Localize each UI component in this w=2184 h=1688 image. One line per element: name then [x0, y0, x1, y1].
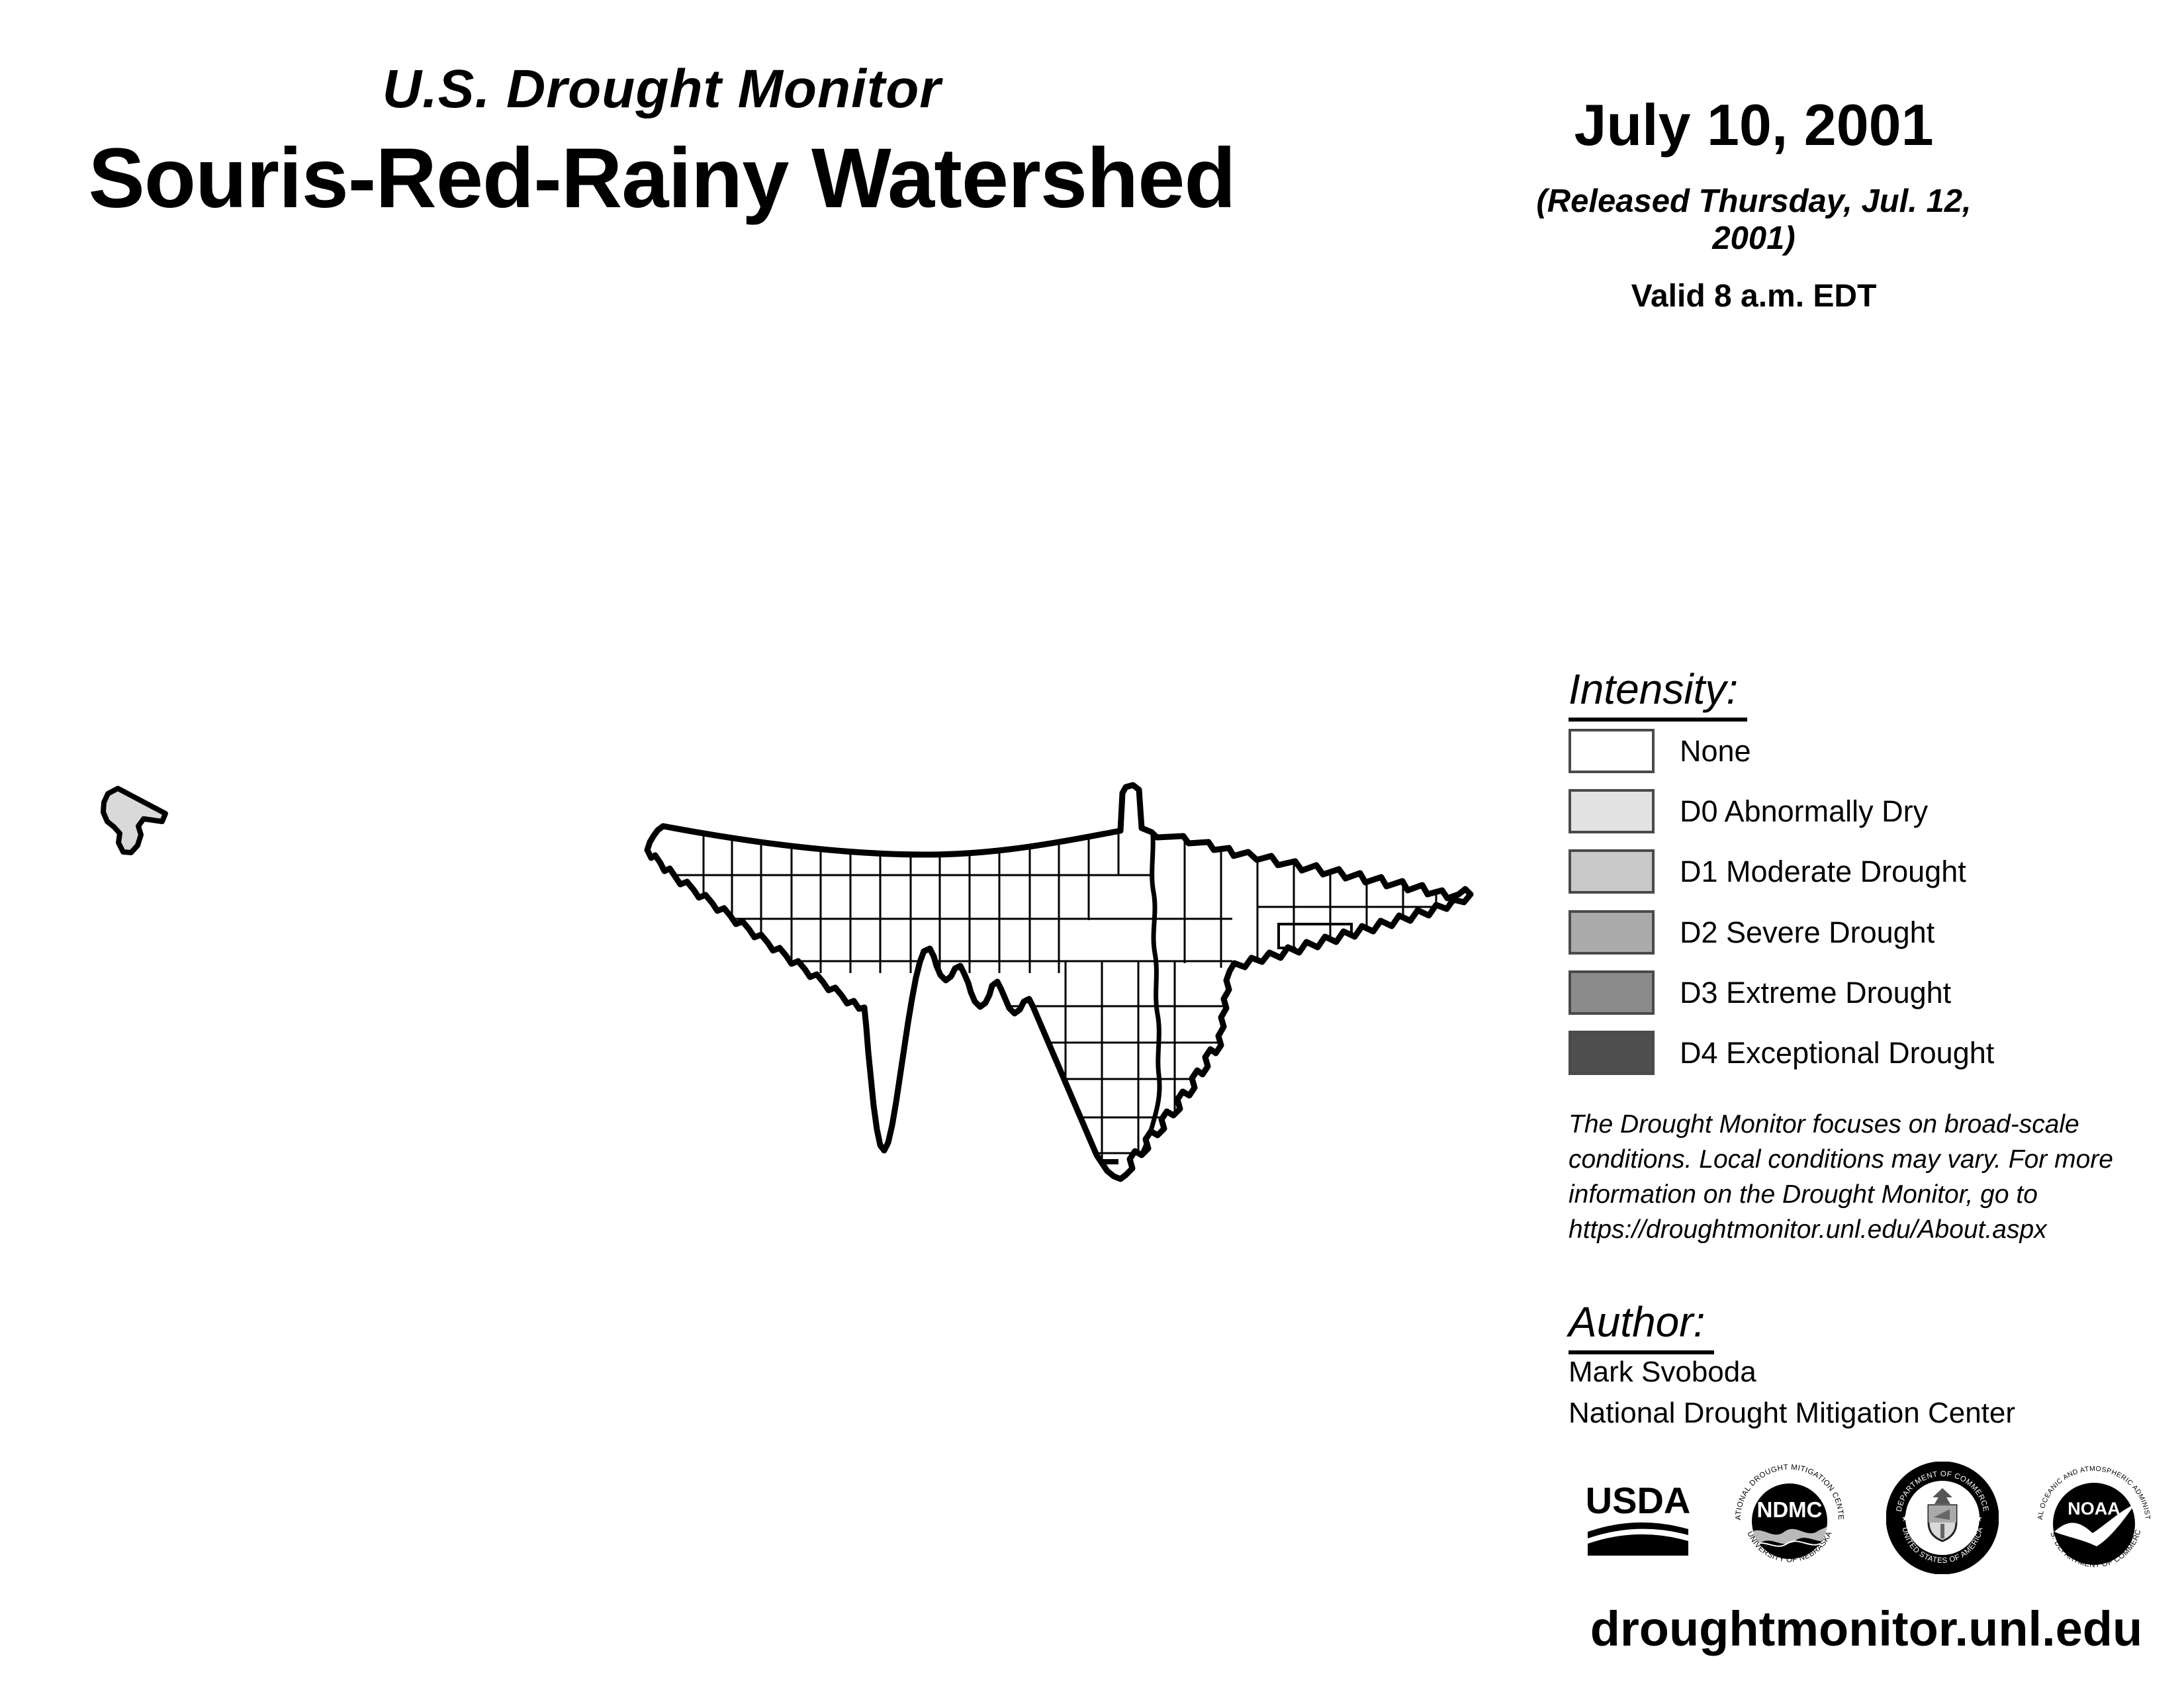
ndmc-wordmark: NDMC: [1757, 1497, 1823, 1522]
legend-label: D0 Abnormally Dry: [1680, 794, 1929, 828]
legend-row: D4 Exceptional Drought: [1569, 1031, 1994, 1075]
legend-row: None: [1569, 729, 1751, 773]
site-url: droughtmonitor.unl.edu: [1590, 1601, 2143, 1656]
disclaimer-text: The Drought Monitor focuses on broad-sca…: [1569, 1107, 2113, 1247]
doc-star-right: ★: [1975, 1513, 1983, 1523]
usda-wordmark: USDA: [1586, 1483, 1691, 1521]
disclaimer-line: https://droughtmonitor.unl.edu/About.asp…: [1569, 1215, 2047, 1244]
legend-swatch-d4: [1569, 1031, 1655, 1075]
legend-row: D3 Extreme Drought: [1569, 970, 1951, 1015]
legend-swatch-d2: [1569, 910, 1655, 955]
legend-row: D2 Severe Drought: [1569, 910, 1934, 955]
west-d0-region: [101, 786, 168, 855]
report-kicker: U.S. Drought Monitor: [382, 59, 942, 119]
legend-swatch-d1: [1569, 849, 1655, 894]
author-heading: Author:: [1569, 1297, 1715, 1354]
report-date: July 10, 2001: [1574, 92, 1934, 158]
legend-swatch-d3: [1569, 970, 1655, 1015]
ndmc-logo: NATIONAL DROUGHT MITIGATION CENTER NDMC …: [1733, 1462, 1844, 1564]
legend-heading: Intensity:: [1569, 665, 1748, 722]
legend-swatch-none: [1569, 729, 1655, 773]
legend-label: D4 Exceptional Drought: [1680, 1035, 1995, 1070]
river-line: [1128, 827, 1162, 1177]
watershed-outline: [644, 782, 1474, 1182]
author-organization: National Drought Mitigation Center: [1569, 1397, 2016, 1429]
legend-row: D1 Moderate Drought: [1569, 849, 1966, 894]
disclaimer-line: information on the Drought Monitor, go t…: [1569, 1180, 2038, 1209]
legend-label: None: [1680, 733, 1751, 768]
author-name: Mark Svoboda: [1569, 1356, 1756, 1388]
noaa-logo: NATIONAL OCEANIC AND ATMOSPHERIC ADMINIS…: [2036, 1463, 2151, 1570]
legend-label: D2 Severe Drought: [1680, 915, 1935, 949]
usda-logo: USDA: [1586, 1483, 1691, 1556]
legend-label: D3 Extreme Drought: [1680, 975, 1952, 1009]
valid-time: Valid 8 a.m. EDT: [1631, 279, 1877, 314]
disclaimer-line: conditions. Local conditions may vary. F…: [1569, 1145, 2113, 1174]
release-date: (Released Thursday, Jul. 12, 2001): [1536, 183, 1972, 256]
legend-row: D0 Abnormally Dry: [1569, 789, 1928, 833]
doc-seal-logo: DEPARTMENT OF COMMERCE UNITED STATES OF …: [1886, 1462, 1999, 1574]
header: U.S. Drought Monitor Souris-Red-Rainy Wa…: [66, 58, 1257, 227]
doc-star-left: ★: [1901, 1513, 1909, 1523]
doc-eagle: [1933, 1488, 1952, 1504]
legend-swatch-d0: [1569, 789, 1655, 833]
date-block: July 10, 2001 (Released Thursday, Jul. 1…: [1516, 91, 1992, 314]
disclaimer-line: The Drought Monitor focuses on broad-sca…: [1569, 1110, 2079, 1139]
noaa-wordmark: NOAA: [2068, 1499, 2120, 1519]
noaa-bird: [2054, 1504, 2135, 1546]
page-title: Souris-Red-Rainy Watershed: [88, 131, 1236, 226]
legend-label: D1 Moderate Drought: [1680, 854, 1966, 888]
